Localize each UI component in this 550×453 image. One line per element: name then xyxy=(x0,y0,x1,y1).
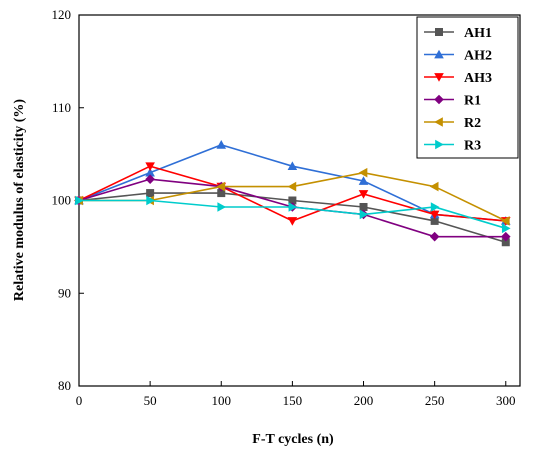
y-tick-label: 110 xyxy=(52,100,71,115)
legend-marker xyxy=(434,94,444,105)
legend-item-ah1: AH1 xyxy=(424,26,492,41)
data-point-ah1 xyxy=(430,216,439,225)
legend-label: AH3 xyxy=(464,71,492,86)
legend-label: AH2 xyxy=(464,49,492,64)
data-point-r2 xyxy=(429,181,439,192)
data-point-r2 xyxy=(358,167,368,178)
data-point-r2 xyxy=(500,216,510,226)
data-point-ah1 xyxy=(359,202,368,211)
x-axis-title: F-T cycles (n) xyxy=(252,432,334,447)
x-tick-label: 200 xyxy=(354,393,374,408)
data-point-ah3 xyxy=(358,190,369,199)
legend-marker xyxy=(435,28,443,36)
x-axis-ticks: 0 50 100 150 200 250 300 xyxy=(76,381,516,408)
legend-item-ah2: AH2 xyxy=(424,49,492,64)
legend-label: R3 xyxy=(464,139,481,154)
legend-label: AH1 xyxy=(464,26,492,41)
y-axis-ticks: 80 90 100 110 120 xyxy=(52,7,84,393)
data-point-r3 xyxy=(288,202,298,212)
y-tick-label: 80 xyxy=(58,378,71,393)
data-point-r3 xyxy=(359,209,369,220)
data-point-r3 xyxy=(75,195,84,206)
data-point-r2 xyxy=(216,181,226,192)
legend-marker xyxy=(435,139,444,150)
x-tick-label: 300 xyxy=(496,393,516,408)
data-point-ah1 xyxy=(501,238,510,247)
data-point-r1 xyxy=(145,174,155,184)
legend-marker xyxy=(434,117,443,127)
y-tick-label: 100 xyxy=(52,193,72,208)
data-point-ah1 xyxy=(146,189,155,198)
legend-item-r3: R3 xyxy=(424,139,481,154)
data-point-r1 xyxy=(429,231,440,242)
data-point-ah3 xyxy=(287,217,298,226)
y-tick-label: 120 xyxy=(52,7,72,22)
y-axis-title: Relative modulus of elasticity (%) xyxy=(12,99,27,302)
legend-item-ah3: AH3 xyxy=(424,71,492,86)
legend-marker xyxy=(434,73,444,82)
legend-label: R2 xyxy=(464,116,481,131)
legend-label: R1 xyxy=(464,94,481,109)
series-r3 xyxy=(75,195,511,234)
data-point-ah1 xyxy=(288,196,297,205)
data-point-ah2 xyxy=(358,176,369,185)
data-point-r2 xyxy=(287,181,297,192)
x-tick-label: 50 xyxy=(144,393,157,408)
data-point-ah3 xyxy=(429,210,440,220)
data-point-ah2 xyxy=(287,161,298,171)
data-point-r1 xyxy=(500,231,511,242)
legend: AH1 AH2 AH3 R1 R2 R3 xyxy=(416,16,519,159)
x-tick-label: 0 xyxy=(76,393,83,408)
data-point-ah2 xyxy=(216,140,227,149)
x-tick-label: 150 xyxy=(283,393,303,408)
data-point-r3 xyxy=(430,202,440,212)
data-point-ah3 xyxy=(145,162,155,171)
y-tick-label: 90 xyxy=(58,285,71,300)
legend-item-r2: R2 xyxy=(424,116,481,131)
series-ah1 xyxy=(75,189,510,247)
legend-box xyxy=(416,16,519,159)
series-layer xyxy=(74,140,511,247)
legend-marker xyxy=(434,49,444,59)
data-point-ah1 xyxy=(217,189,226,198)
data-point-r3 xyxy=(217,202,227,212)
data-point-r3 xyxy=(146,195,155,206)
data-point-ah2 xyxy=(145,167,155,177)
x-tick-label: 250 xyxy=(425,393,445,408)
x-tick-label: 100 xyxy=(212,393,232,408)
legend-item-r1: R1 xyxy=(424,94,481,109)
data-point-r3 xyxy=(501,223,511,234)
